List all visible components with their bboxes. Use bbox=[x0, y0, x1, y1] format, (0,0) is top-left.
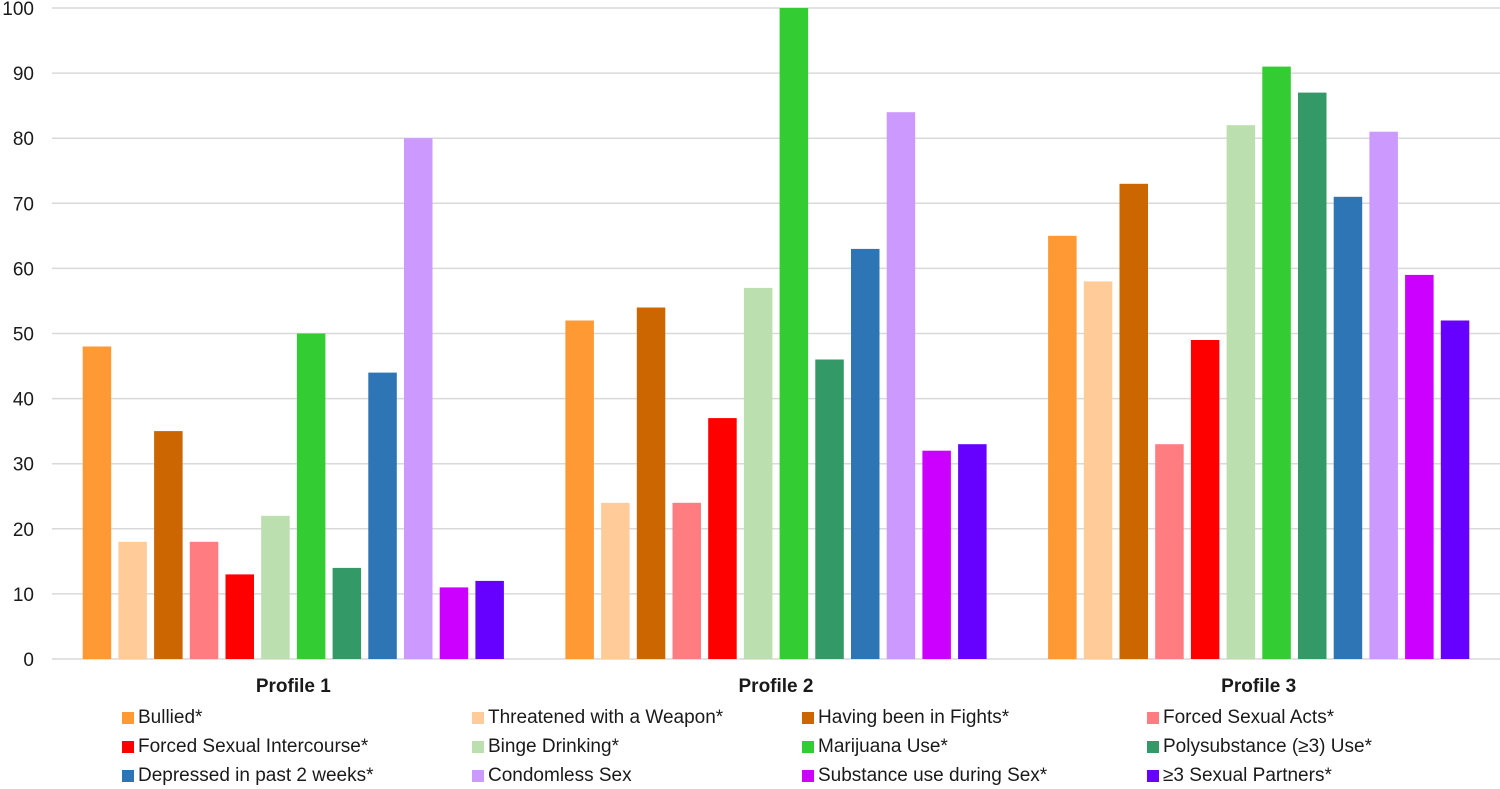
bar bbox=[118, 541, 147, 659]
y-tick-label: 30 bbox=[13, 455, 34, 476]
bar bbox=[225, 574, 254, 659]
bar bbox=[601, 502, 630, 659]
category-label: Profile 3 bbox=[1221, 676, 1296, 697]
legend-swatch bbox=[472, 711, 484, 724]
legend-item: Having been in Fights* bbox=[802, 704, 1147, 731]
legend-swatch bbox=[802, 711, 814, 724]
y-tick-label: 80 bbox=[13, 129, 34, 150]
bar bbox=[1048, 235, 1077, 660]
bar bbox=[851, 248, 880, 659]
bar bbox=[708, 418, 737, 659]
bar bbox=[565, 320, 594, 659]
y-tick-label: 90 bbox=[13, 64, 34, 85]
legend-label: ≥3 Sexual Partners* bbox=[1163, 764, 1332, 786]
legend-item: Condomless Sex bbox=[472, 762, 802, 789]
legend-swatch bbox=[122, 740, 134, 753]
legend-label: Substance use during Sex* bbox=[818, 764, 1048, 786]
bar bbox=[1119, 183, 1148, 660]
y-tick-label: 60 bbox=[13, 259, 34, 280]
legend-item: Bullied* bbox=[122, 704, 472, 731]
legend-item: Forced Sexual Acts* bbox=[1147, 704, 1447, 731]
y-tick-label: 20 bbox=[13, 520, 34, 541]
bar bbox=[439, 587, 469, 659]
legend-item: ≥3 Sexual Partners* bbox=[1147, 762, 1447, 789]
y-tick-label: 40 bbox=[13, 390, 34, 411]
category-label: Profile 1 bbox=[256, 676, 331, 697]
bar bbox=[672, 502, 701, 659]
bar bbox=[332, 567, 362, 659]
bar bbox=[1083, 281, 1113, 659]
legend-label: Polysubstance (≥3) Use* bbox=[1163, 735, 1372, 757]
bar bbox=[1190, 340, 1220, 659]
bar bbox=[958, 444, 987, 659]
y-tick-label: 70 bbox=[13, 194, 34, 215]
legend-label: Forced Sexual Intercourse* bbox=[138, 735, 369, 757]
bar bbox=[743, 287, 773, 659]
bar bbox=[1405, 274, 1434, 659]
bar bbox=[189, 541, 219, 659]
bar bbox=[82, 346, 112, 659]
legend-item: Polysubstance (≥3) Use* bbox=[1147, 733, 1447, 760]
bar bbox=[779, 8, 809, 659]
bar bbox=[636, 307, 666, 659]
legend-label: Having been in Fights* bbox=[818, 706, 1010, 728]
legend-item: Marijuana Use* bbox=[802, 733, 1147, 760]
legend-label: Forced Sexual Acts* bbox=[1163, 706, 1335, 728]
gridlines bbox=[52, 7, 1500, 660]
legend-swatch bbox=[472, 740, 484, 753]
legend-swatch bbox=[1147, 740, 1159, 753]
legend-swatch bbox=[472, 769, 484, 782]
legend-label: Bullied* bbox=[138, 706, 203, 728]
bar bbox=[922, 450, 951, 659]
legend-item: Depressed in past 2 weeks* bbox=[122, 762, 472, 789]
bar bbox=[154, 431, 183, 659]
bar bbox=[1298, 92, 1327, 660]
legend-swatch bbox=[1147, 769, 1159, 782]
legend-item: Binge Drinking* bbox=[472, 733, 802, 760]
bar bbox=[1226, 125, 1256, 659]
y-axis-ticks: 0 10 20 30 40 50 60 70 80 90 100 bbox=[2, 0, 34, 671]
legend-label: Depressed in past 2 weeks* bbox=[138, 764, 374, 786]
y-tick-label: 10 bbox=[13, 585, 34, 606]
bar bbox=[261, 515, 290, 659]
bar bbox=[404, 138, 433, 659]
x-axis-categories: Profile 1 Profile 2 Profile 3 bbox=[256, 676, 1296, 697]
y-tick-label: 50 bbox=[13, 325, 34, 346]
legend-label: Threatened with a Weapon* bbox=[488, 706, 724, 728]
legend-label: Condomless Sex bbox=[488, 764, 632, 786]
legend-swatch bbox=[802, 769, 814, 782]
bar bbox=[886, 112, 916, 659]
legend-swatch bbox=[802, 740, 814, 753]
bar bbox=[1440, 320, 1470, 659]
bar bbox=[1262, 66, 1291, 660]
legend-swatch bbox=[122, 769, 134, 782]
legend-label: Binge Drinking* bbox=[488, 735, 619, 757]
legend-swatch bbox=[1147, 711, 1159, 724]
legend: Bullied* Threatened with a Weapon* Having … bbox=[122, 704, 1482, 789]
y-tick-label: 0 bbox=[23, 650, 34, 671]
legend-item: Forced Sexual Intercourse* bbox=[122, 733, 472, 760]
bar bbox=[368, 372, 397, 659]
bar bbox=[1369, 131, 1398, 659]
legend-item: Substance use during Sex* bbox=[802, 762, 1147, 789]
y-tick-label: 100 bbox=[2, 0, 34, 20]
bar bbox=[1333, 196, 1363, 660]
legend-label: Marijuana Use* bbox=[818, 735, 948, 757]
bar bbox=[296, 333, 326, 659]
legend-item: Threatened with a Weapon* bbox=[472, 704, 802, 731]
bar bbox=[475, 580, 504, 659]
bars bbox=[82, 8, 1470, 660]
legend-swatch bbox=[122, 711, 134, 724]
bar bbox=[1155, 444, 1184, 659]
category-label: Profile 2 bbox=[739, 676, 814, 697]
bar bbox=[815, 359, 844, 659]
